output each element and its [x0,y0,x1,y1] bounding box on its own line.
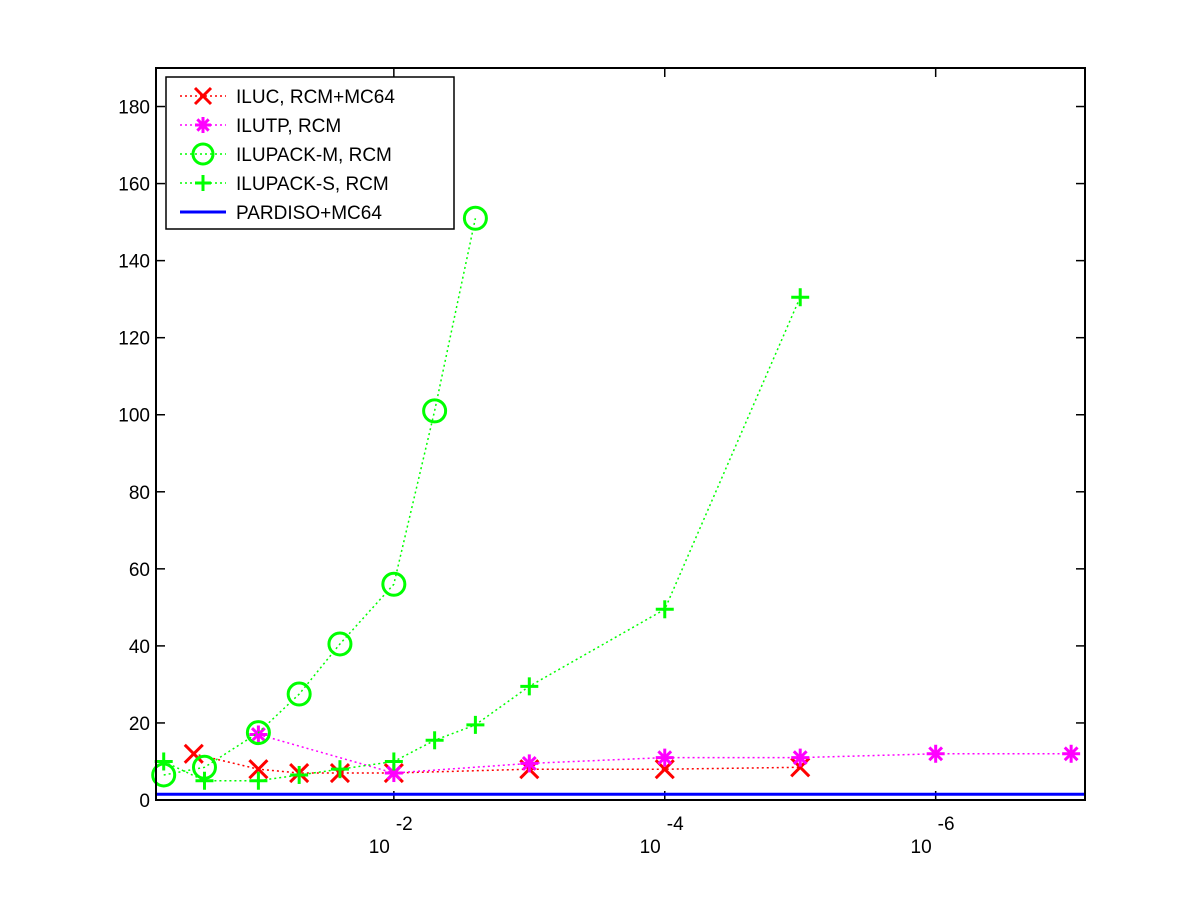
x-tick-label-base: 10 [911,837,932,858]
legend-marker [193,86,213,106]
data-point [928,746,944,762]
data-point [327,631,353,657]
legend-box [165,76,455,230]
series-layer [151,205,1085,796]
data-point [250,727,266,742]
series-line [163,218,477,776]
x-tick-label-exponent: -4 [667,814,684,835]
y-tick-label: 120 [118,329,150,350]
data-point [422,398,448,424]
data-point [245,720,271,746]
data-point [657,750,673,766]
legend-label: ILUTP, RCM [236,116,341,137]
legend-label: ILUPACK-S, RCM [236,174,389,195]
y-tick-label: 40 [129,637,150,658]
x-tick-label-base: 10 [369,837,390,858]
y-tick-label: 60 [129,560,150,581]
data-point [790,757,811,778]
series-2 [249,725,1081,783]
axis-ticks: 0 20 40 60 80 100 120 140 160 180 10 -2 10 -4 10 -6 [118,68,1085,858]
y-tick-label: 0 [139,791,150,812]
x-tick-label-exponent: -2 [396,814,413,835]
data-point [286,681,312,707]
legend-marker [196,118,210,132]
data-point [248,759,269,780]
data-point [521,755,537,771]
data-point [792,750,808,766]
data-point [386,765,402,781]
data-point [462,205,488,231]
legend-label: ILUPACK-M, RCM [236,145,392,166]
plot-frame [155,67,1086,801]
y-tick-label: 20 [129,714,150,735]
y-tick-label: 100 [118,406,150,427]
legend: ILUC, RCM+MC64 ILUTP, RCM ILUPACK-M, RCM IL… [165,76,455,230]
x-tick-label-exponent: -6 [938,814,955,835]
data-point [381,571,407,597]
y-tick-label: 80 [129,483,150,504]
y-tick-label: 160 [118,175,150,196]
legend-label: PARDISO+MC64 [236,203,382,224]
data-point [1063,746,1079,762]
legend-marker [191,142,215,166]
y-tick-label: 180 [118,98,150,119]
y-tick-label: 140 [118,252,150,273]
series-4 [154,288,810,790]
data-point [183,743,204,764]
x-tick-label-base: 10 [640,837,661,858]
series-line [193,753,801,774]
legend-label: ILUC, RCM+MC64 [236,87,395,108]
